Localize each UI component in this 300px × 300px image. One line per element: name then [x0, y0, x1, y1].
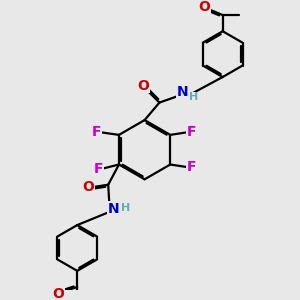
- Text: H: H: [121, 202, 130, 213]
- Text: F: F: [94, 161, 104, 176]
- Text: H: H: [189, 92, 198, 102]
- Text: N: N: [176, 85, 188, 99]
- Text: F: F: [91, 125, 101, 139]
- Text: O: O: [137, 79, 149, 93]
- Text: O: O: [198, 0, 210, 14]
- Text: F: F: [187, 125, 196, 139]
- Text: O: O: [52, 287, 64, 300]
- Text: N: N: [108, 202, 119, 216]
- Text: F: F: [187, 160, 196, 174]
- Text: O: O: [82, 180, 94, 194]
